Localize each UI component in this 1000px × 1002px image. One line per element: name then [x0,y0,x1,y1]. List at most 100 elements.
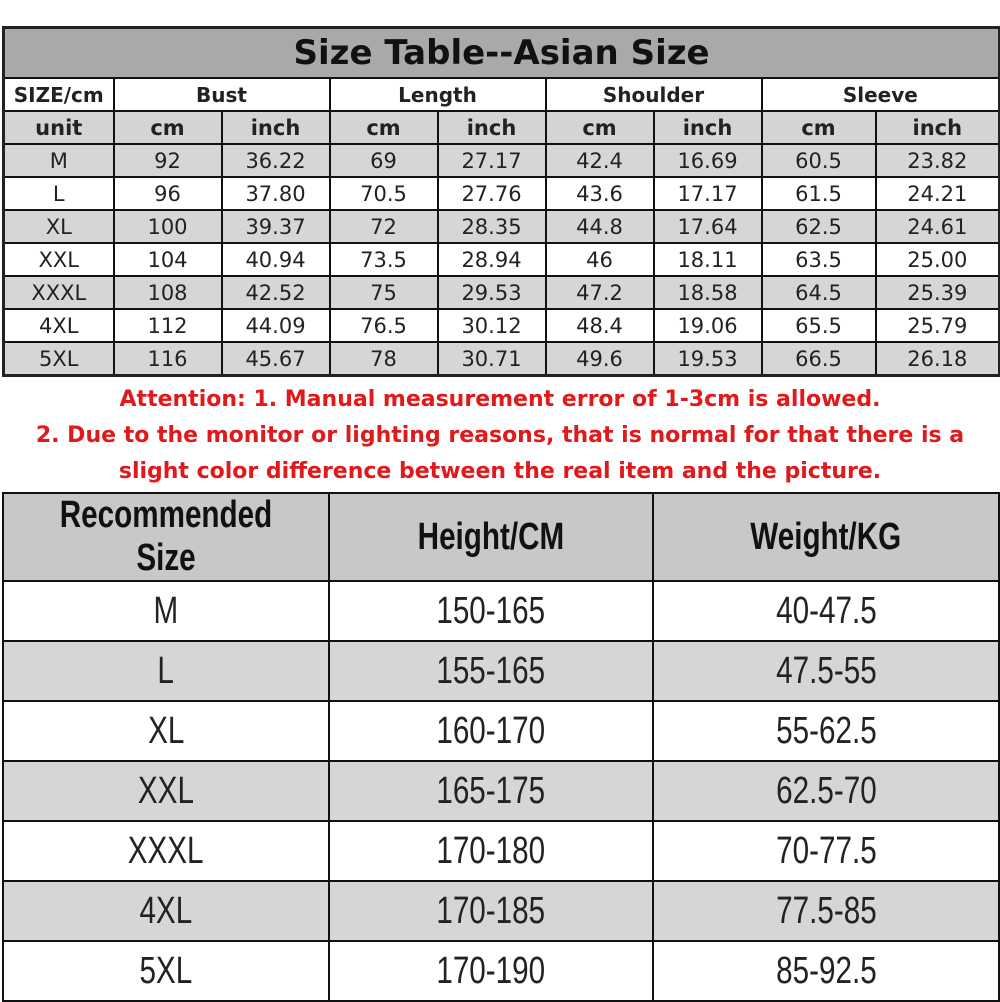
height-cell: 170-185 [328,880,654,942]
measurement-cell: 63.5 [760,242,877,277]
height-header: Height/CM [328,492,654,582]
measurement-cell: 73.5 [328,242,439,277]
measurement-cell: 47.2 [544,275,655,310]
height-cell: 170-190 [328,940,654,1002]
measurement-cell: 78 [328,341,439,377]
measurement-cell: 104 [112,242,223,277]
size-cell: XL [2,209,115,244]
measurement-cell: 18.58 [652,275,763,310]
table-row: M 92 36.22 69 27.17 42.4 16.69 60.5 23.82 [2,143,1000,178]
height-cell: 160-170 [328,700,654,762]
size-cell: XXXL [2,820,330,882]
size-cell: XL [2,700,330,762]
measurement-cell: 112 [112,308,223,343]
recommended-size-header: Recommended Size [2,492,330,582]
size-cell: XXXL [2,275,115,310]
unit-cell: inch [652,110,763,145]
table-row: M 150-165 40-47.5 [2,580,1000,642]
measurement-cell: 23.82 [874,143,1000,178]
measurement-cell: 72 [328,209,439,244]
measurement-cell: 116 [112,341,223,377]
table-title: Size Table--Asian Size [2,26,1000,79]
weight-cell: 62.5-70 [652,760,1000,822]
size-cell: M [2,580,330,642]
measurement-cell: 92 [112,143,223,178]
measurement-cell: 39.37 [220,209,331,244]
measurement-cell: 44.8 [544,209,655,244]
attention-line: slight color difference between the real… [118,459,882,484]
table-row: 4XL 170-185 77.5-85 [2,880,1000,942]
table-row: XXL 104 40.94 73.5 28.94 46 18.11 63.5 25.00 [2,242,1000,277]
measurement-cell: 19.53 [652,341,763,377]
measurement-cell: 25.79 [874,308,1000,343]
measurement-cell: 27.17 [436,143,547,178]
measurement-cell: 36.22 [220,143,331,178]
size-cell: 5XL [2,341,115,377]
size-cell: L [2,176,115,211]
measurement-cell: 30.71 [436,341,547,377]
unit-cell: inch [220,110,331,145]
measurement-cell: 70.5 [328,176,439,211]
size-cell: M [2,143,115,178]
table-row: XL 160-170 55-62.5 [2,700,1000,762]
measurement-cell: 30.12 [436,308,547,343]
attention-notice: Attention: 1. Manual measurement error o… [2,380,998,492]
size-cell: XXL [2,760,330,822]
table-row: 4XL 112 44.09 76.5 30.12 48.4 19.06 65.5 25.79 [2,308,1000,343]
weight-cell: 40-47.5 [652,580,1000,642]
unit-cell: cm [328,110,439,145]
size-header: SIZE/cm [2,77,115,112]
unit-cell: cm [112,110,223,145]
unit-cell: inch [436,110,547,145]
measurement-cell: 19.06 [652,308,763,343]
measurement-cell: 60.5 [760,143,877,178]
height-cell: 150-165 [328,580,654,642]
measurement-cell: 27.76 [436,176,547,211]
measurement-cell: 75 [328,275,439,310]
measurement-cell: 69 [328,143,439,178]
measurement-cell: 108 [112,275,223,310]
recommended-size-table: Recommended Size Height/CM Weight/KG M 15… [2,492,1000,1002]
size-cell: XXL [2,242,115,277]
table-row: 5XL 170-190 85-92.5 [2,940,1000,1002]
size-cell: 4XL [2,880,330,942]
height-cell: 170-180 [328,820,654,882]
table-row: XXXL 108 42.52 75 29.53 47.2 18.58 64.5 25.39 [2,275,1000,310]
table-row: 5XL 116 45.67 78 30.71 49.6 19.53 66.5 26.18 [2,341,1000,377]
bust-header: Bust [112,77,331,112]
measurement-cell: 96 [112,176,223,211]
measurement-cell: 45.67 [220,341,331,377]
measurement-cell: 48.4 [544,308,655,343]
attention-line: 2. Due to the monitor or lighting reason… [35,423,965,448]
sleeve-header: Sleeve [760,77,1000,112]
measurement-cell: 76.5 [328,308,439,343]
table-row: XL 100 39.37 72 28.35 44.8 17.64 62.5 24.61 [2,209,1000,244]
size-cell: 4XL [2,308,115,343]
measurement-cell: 46 [544,242,655,277]
measurement-cell: 28.94 [436,242,547,277]
measurement-cell: 37.80 [220,176,331,211]
weight-cell: 77.5-85 [652,880,1000,942]
measurement-cell: 18.11 [652,242,763,277]
unit-label: unit [2,110,115,145]
height-cell: 165-175 [328,760,654,822]
measurement-cell: 42.52 [220,275,331,310]
shoulder-header: Shoulder [544,77,763,112]
weight-header: Weight/KG [652,492,1000,582]
measurement-cell: 49.6 [544,341,655,377]
weight-cell: 85-92.5 [652,940,1000,1002]
size-table: Size Table--Asian Size SIZE/cm Bust Leng… [2,26,1000,377]
measurement-cell: 65.5 [760,308,877,343]
measurement-cell: 28.35 [436,209,547,244]
measurement-cell: 29.53 [436,275,547,310]
size-cell: L [2,640,330,702]
unit-cell: cm [544,110,655,145]
measurement-cell: 43.6 [544,176,655,211]
measurement-cell: 64.5 [760,275,877,310]
measurement-cell: 66.5 [760,341,877,377]
height-cell: 155-165 [328,640,654,702]
measurement-cell: 17.17 [652,176,763,211]
attention-line: Attention: 1. Manual measurement error o… [119,387,881,412]
measurement-cell: 62.5 [760,209,877,244]
measurement-cell: 25.39 [874,275,1000,310]
